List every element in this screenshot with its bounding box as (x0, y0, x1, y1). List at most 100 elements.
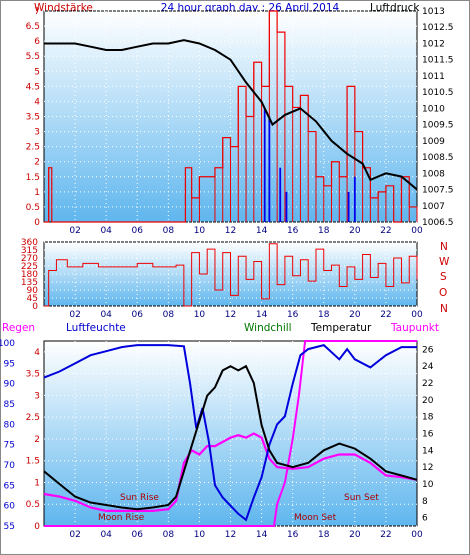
x-tick-2-3: 08 (163, 530, 175, 540)
y1-left-tick-1: 0.5 (26, 203, 40, 213)
y3-humidity-tick-2: 65 (4, 481, 15, 491)
x-tick-2-2: 06 (132, 530, 144, 540)
y3-rain-tick-0: 0 (34, 522, 40, 532)
y3-temperature-tick-0: 6 (422, 514, 428, 524)
temperature-line (43, 364, 418, 511)
rain-line (44, 340, 417, 527)
compass-w: W (439, 256, 450, 268)
y1-left-tick-12: 6 (34, 37, 40, 47)
x-tick-2-9: 20 (349, 530, 361, 540)
y3-temperature-tick-7: 20 (422, 396, 434, 406)
y3-humidity-tick-8: 95 (4, 359, 15, 369)
x-tick-1-8: 18 (318, 310, 330, 320)
y3-humidity-tick-3: 70 (4, 461, 16, 471)
series-lines (43, 10, 418, 527)
y1-left-tick-3: 1.5 (26, 173, 40, 183)
wind-direction-line (44, 243, 418, 307)
y2-tick-3: 135 (21, 278, 38, 288)
x-tick-0-9: 20 (349, 226, 361, 236)
y3-rain-tick-1: 0.5 (26, 500, 40, 510)
moon-set-label: Moon Set (294, 513, 337, 523)
y3-temperature-tick-8: 22 (422, 379, 433, 389)
y1-right-tick-2: 1007.5 (422, 186, 454, 196)
y3-rain-tick-3: 1.5 (26, 457, 40, 467)
y2-tick-7: 315 (21, 246, 38, 256)
x-tick-0-3: 08 (163, 226, 175, 236)
y2-tick-0: 0 (32, 302, 38, 312)
x-tick-0-8: 18 (318, 226, 330, 236)
y1-right-tick-5: 1009 (422, 137, 445, 147)
x-tick-1-9: 20 (349, 310, 361, 320)
y1-right-tick-6: 1009.5 (422, 121, 454, 131)
y3-humidity-tick-1: 60 (4, 502, 16, 512)
y3-rain-tick-6: 3 (34, 391, 40, 401)
label-temperatur: Temperatur (310, 322, 372, 334)
sun-rise-label: Sun Rise (120, 493, 159, 503)
y3-temperature-tick-5: 16 (422, 430, 434, 440)
y3-rain-tick-7: 3.5 (26, 370, 40, 380)
x-tick-2-6: 14 (256, 530, 268, 540)
x-tick-1-10: 22 (380, 310, 391, 320)
x-tick-2-4: 10 (194, 530, 206, 540)
y1-left-tick-9: 4.5 (26, 82, 40, 92)
compass-o: O (439, 287, 447, 299)
y3-humidity-tick-9: 100 (0, 339, 15, 349)
x-tick-1-1: 04 (100, 310, 112, 320)
y3-temperature-tick-9: 24 (422, 362, 434, 372)
x-tick-2-5: 12 (225, 530, 236, 540)
x-tick-2-10: 22 (380, 530, 391, 540)
y1-left-tick-0: 0 (34, 218, 40, 228)
y1-left-tick-8: 4 (34, 97, 40, 107)
x-tick-0-0: 02 (69, 226, 80, 236)
y1-right-tick-10: 1011.5 (422, 56, 454, 66)
y3-rain-tick-5: 2.5 (26, 413, 40, 423)
y3-temperature-tick-4: 14 (422, 446, 434, 456)
y1-left-tick-2: 1 (34, 188, 40, 198)
x-tick-2-1: 04 (100, 530, 112, 540)
y1-right-tick-11: 1012 (422, 39, 445, 49)
y2-tick-1: 45 (27, 294, 38, 304)
y1-left-tick-4: 2 (34, 158, 40, 168)
y1-left-tick-5: 2.5 (26, 143, 40, 153)
sun-set-label: Sun Set (344, 493, 379, 503)
y1-left-tick-6: 3 (34, 128, 40, 138)
x-tick-2-7: 16 (287, 530, 299, 540)
x-tick-1-6: 14 (256, 310, 268, 320)
compass-n-top: N (440, 241, 448, 253)
y1-left-tick-7: 3.5 (26, 113, 40, 123)
label-luftfeuchte: Luftfeuchte (66, 322, 126, 334)
label-taupunkt: Taupunkt (390, 322, 439, 334)
y1-left-tick-14: 7 (34, 7, 40, 17)
x-tick-0-7: 16 (287, 226, 299, 236)
y3-humidity-tick-6: 85 (4, 400, 15, 410)
y3-rain-tick-4: 2 (34, 435, 40, 445)
y2-tick-8: 360 (21, 238, 38, 248)
y2-tick-4: 180 (21, 270, 38, 280)
x-tick-0-6: 14 (256, 226, 268, 236)
x-tick-1-3: 08 (163, 310, 175, 320)
y1-left-tick-11: 5.5 (26, 52, 40, 62)
y1-right-tick-13: 1013 (422, 7, 445, 17)
moon-rise-label: Moon Rise (98, 513, 145, 523)
x-tick-0-10: 22 (380, 226, 391, 236)
y1-right-tick-8: 1010.5 (422, 88, 454, 98)
y3-rain-tick-2: 1 (34, 478, 40, 488)
x-tick-0-5: 12 (225, 226, 236, 236)
x-tick-1-5: 12 (225, 310, 236, 320)
y3-temperature-tick-3: 12 (422, 463, 433, 473)
x-tick-1-11: 00 (411, 310, 423, 320)
x-tick-1-4: 10 (194, 310, 206, 320)
y3-humidity-tick-5: 80 (4, 420, 16, 430)
label-windchill: Windchill (244, 322, 292, 334)
y1-right-tick-4: 1008.5 (422, 153, 454, 163)
y1-left-tick-10: 5 (34, 67, 40, 77)
y1-right-tick-3: 1008 (422, 169, 445, 179)
pressure-line (44, 39, 418, 191)
compass-s: S (440, 271, 447, 283)
x-tick-0-1: 04 (100, 226, 112, 236)
y3-humidity-tick-7: 90 (4, 380, 16, 390)
x-tick-0-11: 00 (411, 226, 423, 236)
y2-tick-2: 90 (27, 286, 39, 296)
y2-tick-5: 225 (21, 262, 38, 272)
